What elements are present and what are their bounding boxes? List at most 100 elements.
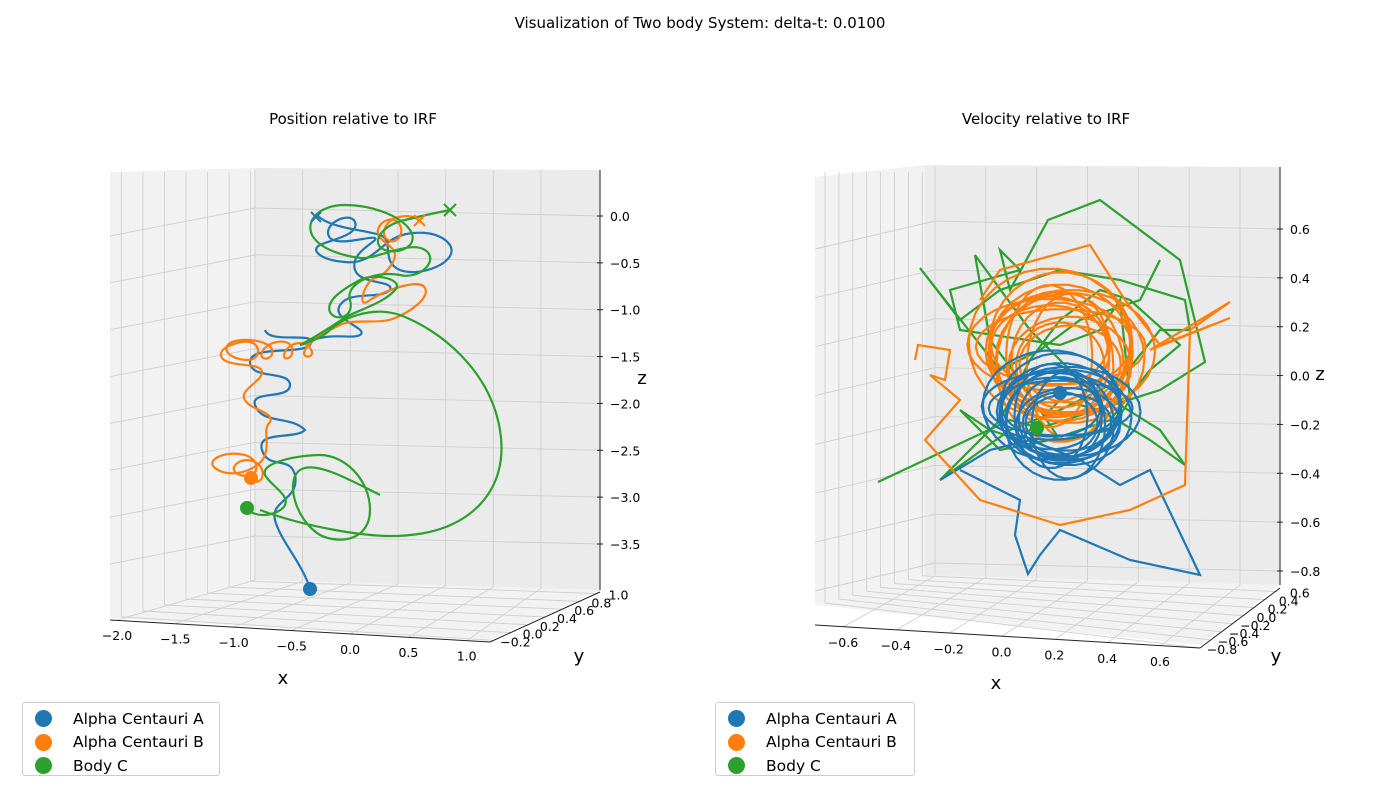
alpha-a-velocity-start-marker (1053, 386, 1067, 400)
floor-pane (110, 580, 600, 640)
x-axis-label: x (278, 668, 289, 689)
position-axes: Position relative to IRF −2.0 −1.5 −1.0 −0.… (102, 110, 647, 689)
x-tick-label: 0.4 (1097, 651, 1117, 666)
x-tick-label: −0.2 (933, 641, 963, 656)
grid-line (934, 220, 1281, 230)
legend-label: Body C (766, 756, 821, 775)
y-tick-label: −0.2 (500, 634, 530, 649)
z-tick-label: −1.5 (610, 350, 640, 365)
y-tick-label: 0.4 (557, 611, 577, 626)
grid-line (175, 580, 303, 624)
grid-line (185, 598, 546, 618)
z-tick-label: 0.6 (1290, 222, 1310, 237)
grid-line (814, 513, 936, 543)
y-tick-label: 0.6 (574, 603, 594, 618)
grid-line (254, 488, 601, 498)
x-tick-label: 0.0 (340, 642, 360, 657)
series-alpha-a-outline (939, 438, 1202, 577)
legend-item-body-c: Body C (728, 754, 914, 778)
x-tick-label: −0.4 (881, 638, 911, 653)
grid-line (109, 535, 256, 565)
y-axis-line (489, 591, 601, 643)
grid-line (229, 586, 580, 602)
y-tick-label: −0.4 (1229, 626, 1259, 641)
x-axis-line (109, 619, 491, 643)
grid-line (838, 598, 1212, 641)
grid-line (109, 441, 256, 471)
grid-line (121, 616, 494, 641)
legend-marker-alpha-a (728, 710, 745, 728)
back-pane (255, 168, 600, 590)
legend-item-alpha-b: Alpha Centauri B (728, 731, 914, 755)
y-tick-label: 0.4 (1279, 594, 1299, 609)
z-tick-label: 0.0 (1290, 369, 1310, 384)
z-tick-label: −2.0 (610, 396, 640, 411)
body-c-start-marker (240, 501, 254, 515)
grid-line (109, 488, 256, 518)
y-tick-label: −0.2 (1240, 618, 1270, 633)
alpha-a-velocity-loop (1024, 393, 1113, 452)
grid-line (814, 415, 936, 445)
grid-line (908, 579, 1267, 601)
body-c-end-marker (443, 203, 457, 217)
grid-line (814, 464, 936, 494)
grid-line (116, 579, 256, 621)
legend-item-alpha-a: Alpha Centauri A (35, 707, 219, 731)
alpha-a-velocity-loop (987, 379, 1134, 437)
grid-line (814, 269, 936, 299)
grid-line (109, 348, 256, 378)
legend-item-alpha-b: Alpha Centauri B (35, 731, 219, 755)
z-tick-label: −3.5 (610, 537, 640, 552)
body-c-velocity-start-marker (1030, 421, 1044, 435)
y-axis-label: y (1271, 646, 1282, 667)
z-tick-label: 0.2 (1290, 320, 1310, 335)
grid-line (254, 441, 601, 451)
alpha-a-velocity-loop (998, 370, 1104, 451)
alpha-b-end-marker (413, 214, 426, 227)
x-tick-label: −1.5 (160, 631, 190, 646)
grid-line (842, 575, 936, 628)
left-pane (110, 168, 255, 618)
velocity-title: Velocity relative to IRF (962, 110, 1130, 128)
grid-line (1001, 580, 1088, 637)
legend-label: Body C (73, 756, 128, 775)
x-tick-label: −2.0 (102, 628, 132, 643)
z-tick-label: −0.5 (610, 256, 640, 271)
left-pane (815, 165, 925, 605)
series-alpha-b-outline (913, 243, 1231, 527)
grid-line (880, 586, 1245, 617)
x-tick-label: 0.0 (992, 645, 1012, 660)
y-tick-label: 0.6 (1290, 586, 1310, 601)
grid-line (934, 318, 1281, 328)
legend-marker-alpha-a (35, 710, 52, 728)
grid-line (1106, 583, 1190, 644)
y-tick-label: 0.8 (591, 595, 611, 610)
grid-line (254, 254, 601, 264)
z-tick-label: −0.4 (1290, 466, 1320, 481)
alpha-b-velocity-loop (1004, 284, 1094, 429)
legend-item-alpha-a: Alpha Centauri A (728, 707, 914, 731)
grid-line (948, 578, 1037, 634)
y-tick-label: 0.2 (540, 619, 560, 634)
z-tick-label: −0.8 (1290, 564, 1320, 579)
legend-marker-body-c (35, 757, 52, 775)
z-tick-label: −1.0 (610, 303, 640, 318)
y-tick-label: 0.0 (1256, 610, 1276, 625)
z-tick-label: −0.6 (1290, 515, 1320, 530)
legend-marker-body-c (728, 757, 745, 775)
grid-line (254, 394, 601, 404)
grid-line (934, 513, 1281, 523)
x-tick-label: −0.5 (277, 638, 307, 653)
position-legend: Alpha Centauri A Alpha Centauri B Body C (22, 702, 220, 776)
x-tick-label: 1.0 (457, 649, 477, 664)
grid-line (142, 610, 511, 634)
y-axis-label: y (574, 646, 585, 667)
x-tick-label: 0.6 (1150, 654, 1170, 669)
series-alpha-b-line (211, 215, 427, 483)
grid-line (109, 394, 256, 424)
series-body-c-line (246, 203, 503, 541)
grid-line (934, 464, 1281, 474)
y-axis-line (1199, 587, 1281, 649)
grid-line (254, 535, 601, 545)
